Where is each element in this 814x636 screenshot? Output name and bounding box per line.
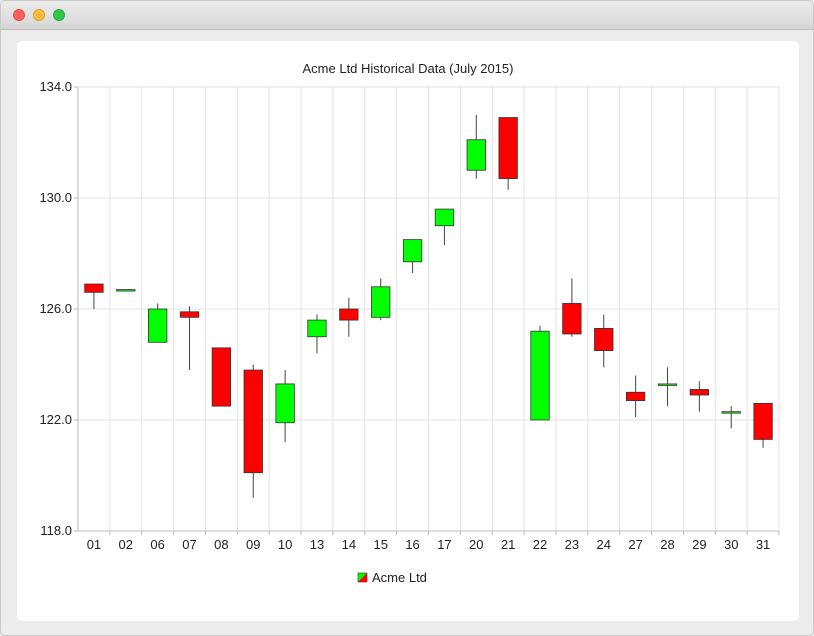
y-tick-label: 134.0 — [39, 79, 72, 94]
y-tick-label: 118.0 — [40, 523, 72, 538]
candle-body — [243, 369, 263, 474]
y-tick-label: 130.0 — [39, 190, 72, 205]
candle — [530, 325, 550, 421]
y-tick-label: 126.0 — [39, 301, 72, 316]
x-tick-label: 08 — [214, 537, 228, 552]
x-tick-label: 15 — [373, 537, 387, 552]
candle — [148, 303, 168, 343]
legend-marker-decreasing — [358, 573, 367, 582]
x-tick-label: 16 — [405, 537, 419, 552]
chart-title: Acme Ltd Historical Data (July 2015) — [303, 61, 514, 76]
candle — [753, 402, 773, 448]
legend[interactable]: Acme Ltd — [357, 570, 427, 585]
x-tick-label: 21 — [501, 537, 515, 552]
maximize-window-button[interactable] — [53, 9, 65, 21]
candle — [498, 117, 518, 190]
candle-body — [530, 330, 550, 421]
candle — [116, 289, 136, 292]
x-tick-label: 10 — [278, 537, 292, 552]
x-tick-label: 31 — [756, 537, 770, 552]
candle-body — [689, 389, 709, 396]
candle-body — [307, 319, 327, 338]
x-tick-label: 23 — [565, 537, 579, 552]
legend-marker-icon — [357, 572, 368, 583]
x-tick-label: 30 — [724, 537, 738, 552]
x-tick-label: 07 — [182, 537, 196, 552]
candle-body — [625, 391, 646, 401]
candle — [625, 375, 646, 418]
candle — [657, 367, 678, 407]
candle — [689, 381, 709, 412]
candle-body — [466, 139, 486, 171]
candle-body — [721, 411, 741, 414]
x-tick-label: 09 — [246, 537, 260, 552]
x-tick-label: 14 — [342, 537, 356, 552]
candle-body — [116, 289, 136, 292]
candle — [562, 278, 582, 337]
candles — [84, 114, 773, 498]
x-tick-label: 06 — [150, 537, 164, 552]
legend-label: Acme Ltd — [372, 570, 427, 585]
candlestick-chart: Acme Ltd Historical Data (July 2015) 134… — [39, 61, 780, 585]
y-tick-label: 122.0 — [39, 412, 72, 427]
x-tick-label: 28 — [660, 537, 674, 552]
candle — [339, 297, 359, 337]
candle-body — [371, 286, 391, 318]
candle-body — [275, 383, 295, 424]
x-tick-label: 01 — [87, 537, 101, 552]
x-tick-label: 27 — [628, 537, 642, 552]
candle — [179, 306, 200, 371]
minimize-window-button[interactable] — [33, 9, 45, 21]
x-tick-label: 02 — [119, 537, 133, 552]
candle — [211, 347, 232, 407]
candle — [402, 239, 423, 273]
candle-body — [84, 283, 104, 293]
candle — [275, 370, 295, 443]
candle — [307, 314, 327, 354]
chart-panel: Acme Ltd Historical Data (July 2015) 134… — [17, 41, 799, 621]
candle-body — [562, 303, 582, 335]
candle — [721, 406, 741, 429]
candle-body — [402, 239, 423, 263]
candle — [594, 314, 614, 368]
candle — [371, 278, 391, 321]
candle-body — [753, 402, 773, 440]
candle — [84, 283, 104, 309]
title-bar — [1, 1, 813, 30]
x-axis: 01 02 06 07 08 09 10 13 14 15 16 17 20 21 22 23 24 27 28 29… — [78, 530, 780, 552]
grid-lines — [77, 86, 780, 532]
candle-body — [434, 208, 455, 227]
candle-body — [339, 308, 359, 321]
x-tick-label: 24 — [597, 537, 611, 552]
candle — [434, 208, 455, 246]
candle-body — [179, 311, 200, 318]
x-tick-label: 17 — [437, 537, 451, 552]
y-axis: 134.0 130.0 126.0 122.0 118.0 — [39, 79, 79, 538]
x-tick-label: 13 — [310, 537, 324, 552]
x-tick-label: 22 — [533, 537, 547, 552]
candle-body — [657, 383, 678, 386]
close-window-button[interactable] — [13, 9, 25, 21]
candle-body — [498, 117, 518, 179]
candle — [243, 364, 263, 498]
candle-body — [148, 308, 168, 343]
candle-body — [594, 328, 614, 352]
candle-body — [211, 347, 232, 407]
x-tick-label: 29 — [692, 537, 706, 552]
candle — [466, 114, 486, 179]
x-tick-label: 20 — [469, 537, 483, 552]
